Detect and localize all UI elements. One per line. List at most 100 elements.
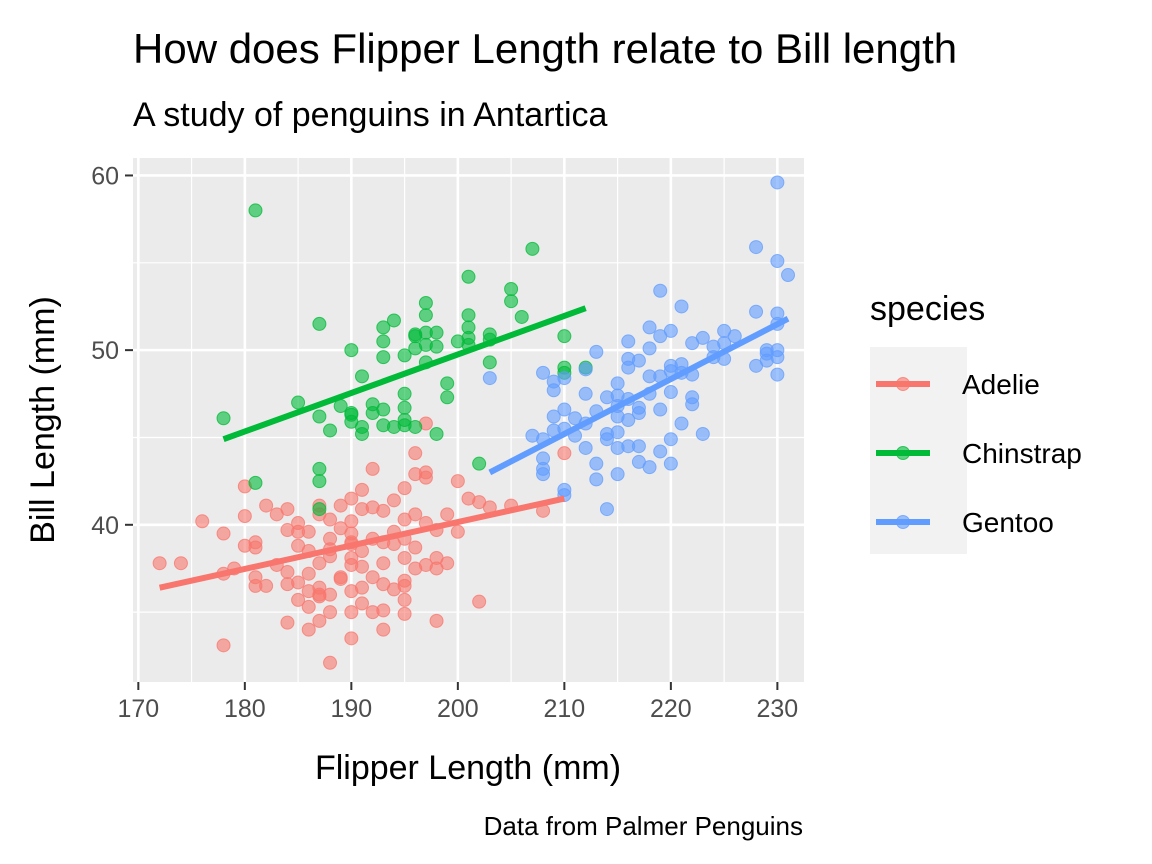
point-chinstrap bbox=[386, 313, 401, 328]
point-adelie bbox=[152, 556, 167, 571]
point-adelie bbox=[429, 613, 444, 628]
point-gentoo bbox=[589, 456, 604, 471]
legend-point-chinstrap bbox=[896, 446, 910, 460]
point-adelie bbox=[333, 498, 348, 513]
point-adelie bbox=[312, 613, 327, 628]
legend-label-gentoo: Gentoo bbox=[962, 507, 1054, 538]
point-gentoo bbox=[610, 376, 625, 391]
point-adelie bbox=[376, 556, 391, 571]
point-gentoo bbox=[546, 409, 561, 424]
point-adelie bbox=[259, 498, 274, 513]
plot-panel bbox=[133, 158, 804, 682]
trend-layer bbox=[158, 305, 790, 591]
point-gentoo bbox=[653, 444, 668, 459]
point-chinstrap bbox=[248, 475, 263, 490]
point-chinstrap bbox=[504, 282, 519, 296]
point-adelie bbox=[354, 596, 369, 611]
point-gentoo bbox=[653, 402, 668, 417]
point-adelie bbox=[397, 481, 412, 496]
point-chinstrap bbox=[514, 309, 529, 324]
point-adelie bbox=[408, 507, 423, 522]
point-chinstrap bbox=[525, 241, 540, 256]
point-gentoo bbox=[631, 353, 646, 368]
point-chinstrap bbox=[397, 413, 412, 427]
point-gentoo bbox=[653, 283, 668, 298]
point-adelie bbox=[344, 550, 359, 565]
point-chinstrap bbox=[323, 423, 338, 438]
point-gentoo bbox=[557, 371, 572, 386]
point-adelie bbox=[323, 512, 338, 527]
point-gentoo bbox=[685, 397, 700, 412]
point-chinstrap bbox=[354, 419, 369, 434]
point-gentoo bbox=[749, 240, 764, 255]
legend-point-adelie bbox=[896, 377, 910, 391]
point-gentoo bbox=[536, 461, 551, 476]
point-adelie bbox=[354, 559, 369, 574]
point-chinstrap bbox=[461, 269, 476, 284]
x-tick-label: 220 bbox=[650, 695, 692, 723]
point-adelie bbox=[259, 578, 274, 593]
point-gentoo bbox=[610, 425, 625, 440]
y-tick-label: 60 bbox=[91, 162, 119, 190]
point-adelie bbox=[354, 580, 369, 595]
legend-title: species bbox=[870, 290, 985, 328]
point-adelie bbox=[440, 507, 455, 522]
point-gentoo bbox=[663, 456, 678, 471]
legend-label-adelie: Adelie bbox=[962, 369, 1040, 400]
trend-line-chinstrap bbox=[222, 305, 587, 443]
point-adelie bbox=[354, 482, 369, 497]
point-gentoo bbox=[557, 482, 572, 497]
point-adelie bbox=[291, 516, 306, 531]
point-adelie bbox=[344, 491, 359, 506]
point-gentoo bbox=[770, 175, 785, 190]
point-chinstrap bbox=[312, 502, 327, 517]
point-adelie bbox=[301, 599, 316, 614]
point-gentoo bbox=[642, 460, 657, 475]
point-gentoo bbox=[781, 268, 796, 283]
point-adelie bbox=[557, 446, 572, 461]
x-axis-title: Flipper Length (mm) bbox=[315, 749, 621, 787]
point-chinstrap bbox=[312, 409, 327, 424]
point-adelie bbox=[365, 461, 380, 476]
point-chinstrap bbox=[344, 406, 359, 421]
x-tick-label: 190 bbox=[330, 695, 372, 723]
point-adelie bbox=[344, 514, 359, 529]
point-adelie bbox=[397, 550, 412, 565]
point-gentoo bbox=[674, 416, 689, 431]
point-chinstrap bbox=[461, 330, 476, 345]
point-gentoo bbox=[631, 439, 646, 454]
point-chinstrap bbox=[418, 308, 433, 323]
point-gentoo bbox=[631, 406, 646, 421]
point-chinstrap bbox=[429, 339, 444, 354]
point-gentoo bbox=[589, 344, 604, 359]
point-adelie bbox=[301, 622, 316, 637]
point-gentoo bbox=[589, 472, 604, 487]
point-adelie bbox=[323, 605, 338, 620]
point-chinstrap bbox=[408, 419, 423, 434]
point-gentoo bbox=[621, 413, 636, 427]
point-chinstrap bbox=[440, 390, 455, 405]
point-gentoo bbox=[663, 385, 678, 400]
trend-line-gentoo bbox=[488, 316, 790, 476]
point-adelie bbox=[291, 592, 306, 607]
point-chinstrap bbox=[472, 456, 487, 471]
point-gentoo bbox=[770, 254, 785, 269]
point-gentoo bbox=[546, 383, 561, 398]
point-gentoo bbox=[663, 323, 678, 338]
point-gentoo bbox=[557, 402, 572, 417]
point-chinstrap bbox=[440, 376, 455, 391]
point-adelie bbox=[418, 465, 433, 480]
legend: Adelie Chinstrap Gentoo bbox=[876, 369, 1082, 538]
point-gentoo bbox=[536, 365, 551, 380]
point-adelie bbox=[450, 524, 465, 539]
point-adelie bbox=[195, 514, 210, 529]
point-adelie bbox=[440, 556, 455, 571]
point-chinstrap bbox=[397, 400, 412, 415]
point-chinstrap bbox=[376, 320, 391, 335]
point-gentoo bbox=[610, 467, 625, 482]
point-adelie bbox=[280, 564, 295, 579]
point-gentoo bbox=[695, 330, 710, 345]
point-chinstrap bbox=[429, 325, 444, 340]
point-adelie bbox=[323, 587, 338, 602]
